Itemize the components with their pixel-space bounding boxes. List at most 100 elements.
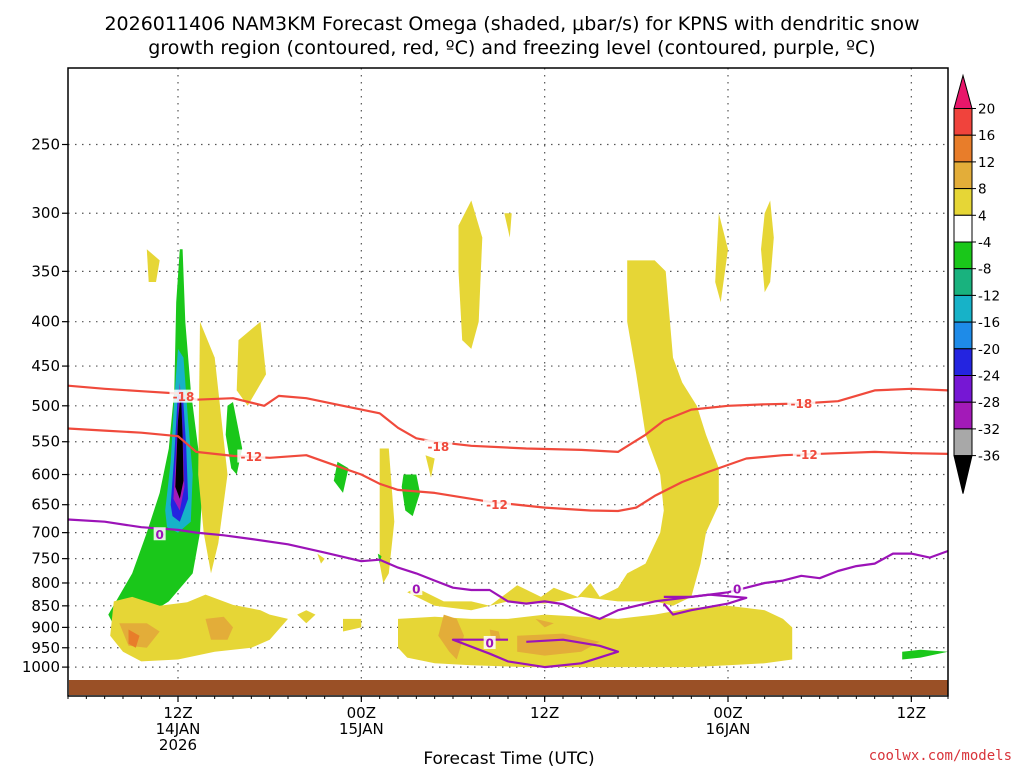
colorbar-segment (953, 321, 973, 350)
omega-region (110, 594, 288, 662)
colorbar-label: -28 (978, 395, 1000, 411)
y-tick-label: 900 (31, 618, 60, 636)
contour-line (451, 638, 620, 669)
y-tick-label: 300 (31, 204, 60, 222)
colorbar-top-arrow (953, 73, 973, 109)
contour-label: -12 (486, 498, 508, 512)
y-tick-label: 550 (31, 433, 60, 451)
colorbar: 20 16 12 8 4 -4 -8 -12 -16 -20 -24 -28 -32 -36 (953, 73, 1000, 494)
y-tick-label: 600 (31, 466, 60, 484)
colorbar-segment (953, 428, 973, 457)
contour-line (68, 518, 948, 621)
omega-region (504, 213, 512, 238)
colorbar-label: 12 (978, 155, 995, 171)
contour-label: 0 (155, 528, 163, 542)
colorbar-label: -36 (978, 449, 1000, 465)
omega-region (398, 605, 793, 668)
colorbar-segment (953, 161, 973, 190)
omega-region (343, 618, 362, 632)
contour-label-bg (792, 447, 821, 461)
colorbar-label: 16 (978, 128, 995, 144)
omega-region (297, 610, 316, 624)
omega-region (535, 618, 554, 628)
omega-region (317, 553, 325, 564)
y-tick-label: 400 (31, 313, 60, 331)
x-tick-label: 00Z (713, 704, 742, 722)
terrain-strip (69, 680, 948, 695)
colorbar-segment (953, 188, 973, 216)
y-tick-label: 450 (31, 357, 60, 375)
omega-region (236, 321, 266, 406)
omega-region (458, 200, 483, 349)
y-tick-label: 1000 (22, 658, 60, 676)
colorbar-label: -12 (978, 288, 1000, 304)
omega-region (438, 614, 464, 660)
colorbar-label: -8 (978, 262, 991, 278)
contours: -18 -18 -18 -12 -12 -12 0 0 0 0 (68, 384, 948, 669)
colorbar-label: 4 (978, 208, 987, 224)
y-tick-label: 500 (31, 397, 60, 415)
contour-line (662, 593, 748, 616)
y-tick-label: 800 (31, 574, 60, 592)
y-tick-label: 650 (31, 496, 60, 514)
colorbar-segment (953, 214, 973, 243)
colorbar-label: -20 (978, 342, 1000, 358)
x-tick-label: 12Z (897, 704, 926, 722)
colorbar-segment (953, 108, 973, 136)
chart-title-line-2: growth region (contoured, red, ºC) and f… (148, 37, 875, 59)
x-tick-label: 16JAN (706, 720, 751, 738)
colorbar-segment (953, 294, 973, 323)
contour-label-bg (410, 582, 423, 596)
colorbar-segment (953, 134, 973, 163)
colorbar-segment (953, 348, 973, 376)
colorbar-segment (953, 268, 973, 296)
omega-region (146, 249, 160, 282)
x-tick-label: 2026 (159, 736, 197, 754)
x-tick-label: 12Z (163, 704, 192, 722)
contour-label: -12 (240, 450, 262, 464)
contour-label: -18 (790, 397, 812, 411)
omega-region (902, 649, 948, 660)
colorbar-label: -16 (978, 315, 1000, 331)
omega-region (425, 455, 435, 478)
y-tick-label: 350 (31, 262, 60, 280)
x-tick-label: 12Z (530, 704, 559, 722)
colorbar-label: -4 (978, 235, 991, 251)
omega-region (175, 390, 184, 499)
y-tick-label: 750 (31, 550, 60, 568)
contour-label: 0 (412, 583, 420, 597)
contour-label: 0 (733, 583, 741, 597)
omega-region (128, 629, 140, 648)
colorbar-label: -32 (978, 422, 1000, 438)
contour-line (68, 384, 948, 453)
omega-region (407, 260, 719, 611)
contour-label-bg (169, 389, 198, 403)
omega-region (761, 200, 774, 293)
contour-label-bg (483, 497, 511, 511)
colorbar-segment (953, 401, 973, 430)
omega-shading (108, 200, 948, 668)
x-axis-label: Forecast Time (UTC) (423, 749, 594, 768)
colorbar-segment (953, 375, 973, 403)
contour-label-bg (237, 449, 266, 463)
colorbar-label: -24 (978, 369, 1000, 385)
omega-region (198, 321, 228, 574)
omega-region (715, 213, 728, 303)
colorbar-bottom-arrow (953, 455, 973, 494)
contour-label: -18 (427, 440, 449, 454)
contour-label: -18 (173, 390, 195, 404)
x-tick-label: 15JAN (339, 720, 384, 738)
omega-region (205, 616, 233, 640)
y-tick-label: 850 (31, 597, 60, 615)
contour-label: -12 (796, 448, 818, 462)
y-tick-label: 950 (31, 639, 60, 657)
source-text: coolwx.com/models (869, 748, 1012, 764)
x-tick-label: 00Z (347, 704, 376, 722)
y-tick-label: 700 (31, 524, 60, 542)
contour-label-bg (424, 439, 453, 453)
contour-label-bg (731, 582, 744, 596)
omega-region (401, 474, 420, 517)
colorbar-label: 20 (978, 102, 995, 118)
